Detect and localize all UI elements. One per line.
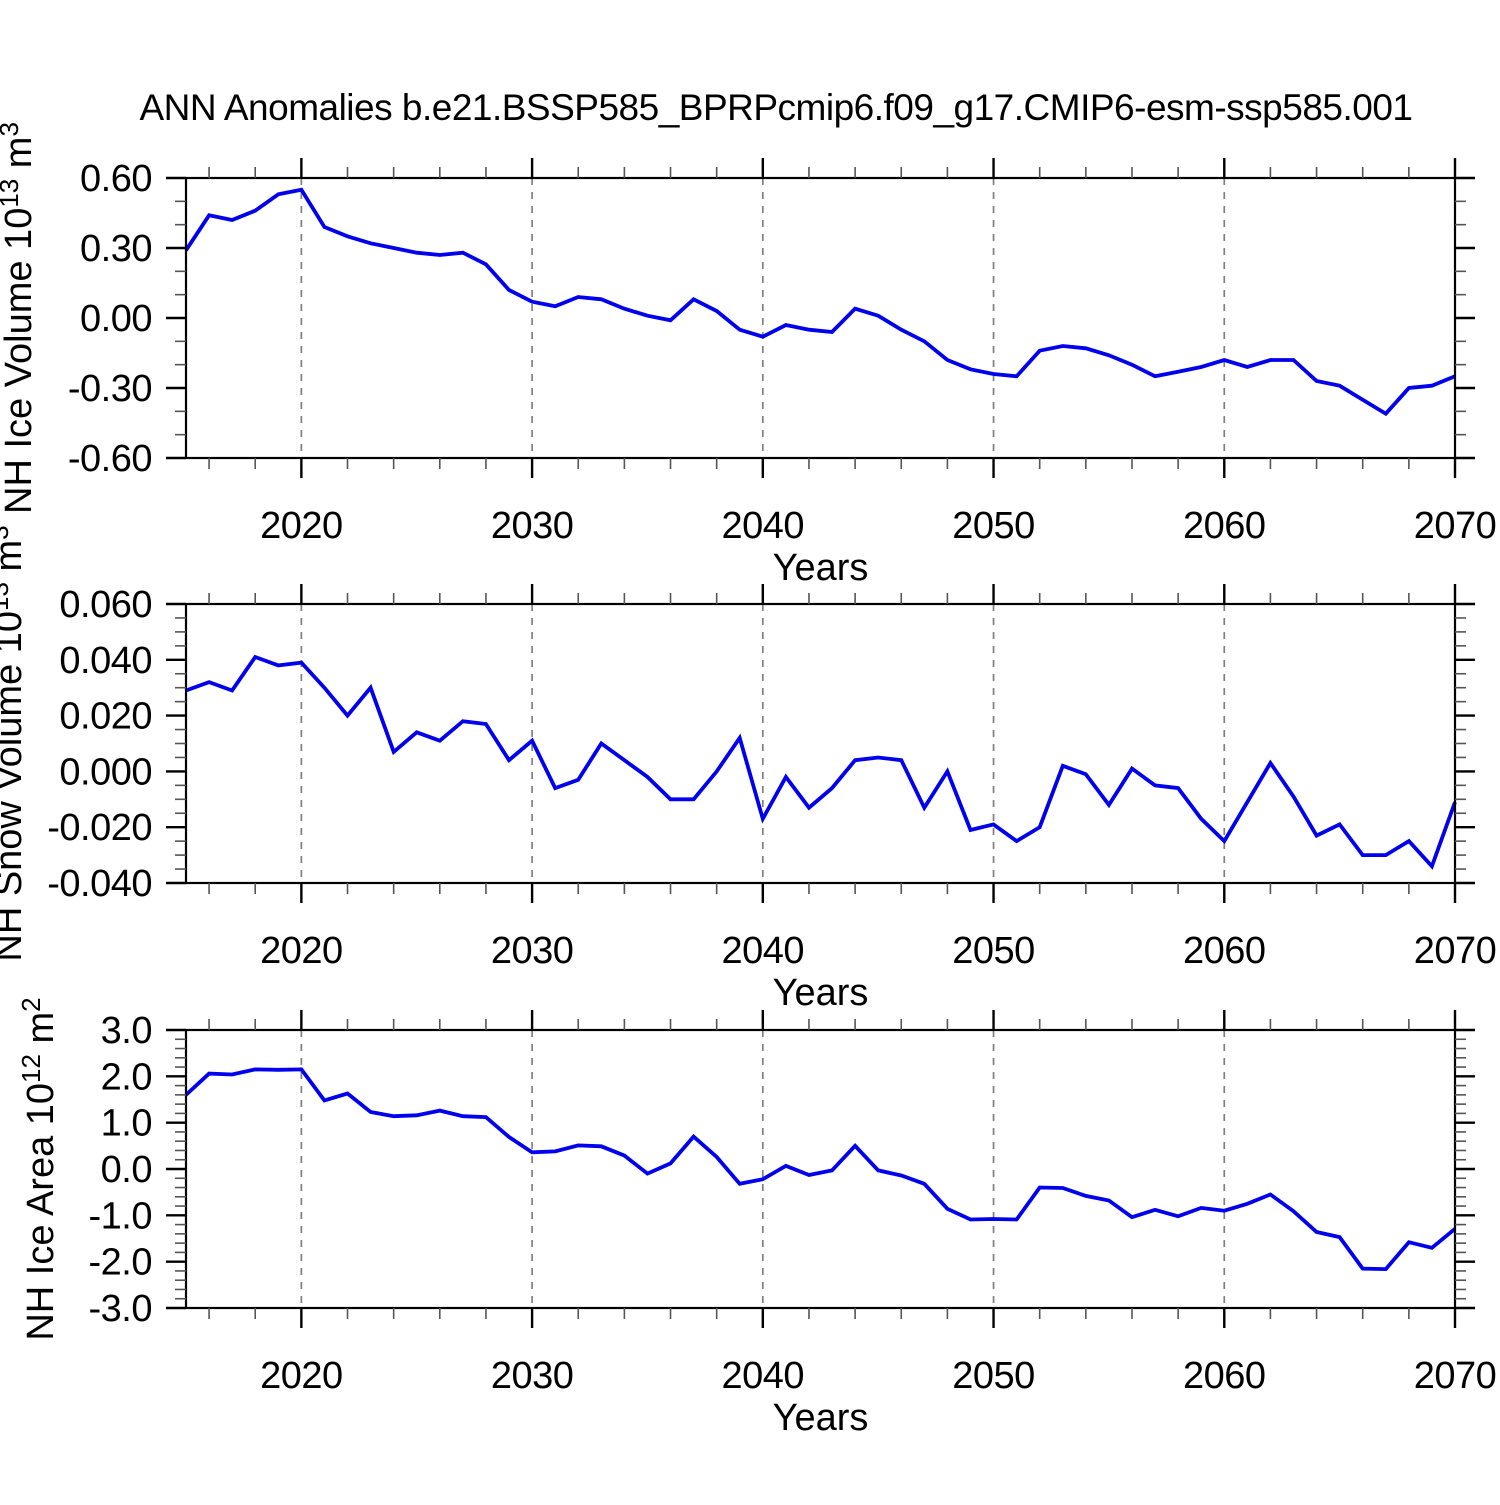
- x-tick-label: 2070: [1414, 505, 1497, 547]
- x-tick-label: 2050: [952, 505, 1035, 547]
- series-line: [184, 1067, 1457, 1272]
- plot-frame: [184, 176, 1457, 460]
- x-tick-label: 2070: [1414, 930, 1497, 972]
- x-tick-label: 2060: [1183, 930, 1266, 972]
- axis-title-y: NH Snow Volume 1013 m3: [0, 525, 30, 961]
- x-tick-label: 2030: [491, 1355, 574, 1397]
- axis-title-y: NH Ice Area 1012 m2: [16, 997, 62, 1340]
- axis-title-y: NH Ice Volume 1013 m3: [0, 122, 40, 514]
- y-tick-label: 1.0: [101, 1103, 152, 1145]
- series-line: [185, 654, 1457, 870]
- axis-title-x: Years: [773, 1397, 869, 1439]
- x-tick-label: 2070: [1414, 1355, 1497, 1397]
- y-tick-label: -0.040: [47, 863, 152, 905]
- x-tick-label: 2040: [722, 1355, 805, 1397]
- x-tick-label: 2030: [491, 930, 574, 972]
- x-tick-label: 2030: [491, 505, 574, 547]
- x-tick-label: 2050: [952, 930, 1035, 972]
- y-tick-label: -0.60: [68, 438, 152, 480]
- figure-title: ANN Anomalies b.e21.BSSP585_BPRPcmip6.f0…: [140, 87, 1413, 128]
- panel-snow-volume: 0.060 0.040 0.020 0.000 -0.020 -0.040 2020 2030…: [0, 525, 1497, 1014]
- y-tick-label: 0.60: [80, 158, 152, 200]
- plot-frame: [184, 1028, 1457, 1310]
- x-tick-label: 2020: [260, 1355, 343, 1397]
- panel-ice-area: 3.02.0 1.00.0-1.0 -2.0-3.0 2020 2030 2040 2050…: [16, 997, 1497, 1439]
- y-tick-label: 0.00: [80, 298, 152, 340]
- x-tick-label: 2050: [952, 1355, 1035, 1397]
- y-tick-label: 0.040: [59, 640, 152, 682]
- y-tick-label: 0.30: [80, 228, 152, 270]
- axis-title-x: Years: [773, 972, 869, 1014]
- x-tick-label: 2020: [260, 505, 343, 547]
- y-tick-label: 3.0: [101, 1010, 152, 1052]
- y-tick-label: -0.30: [68, 368, 152, 410]
- x-tick-label: 2060: [1183, 505, 1266, 547]
- y-tick-label: -2.0: [89, 1242, 152, 1284]
- y-tick-label: 0.000: [59, 751, 152, 793]
- axis-title-x: Years: [773, 547, 869, 589]
- y-tick-label: 2.0: [101, 1056, 152, 1098]
- plot-frame: [184, 602, 1457, 885]
- y-tick-label: -0.020: [47, 807, 152, 849]
- x-tick-label: 2040: [722, 930, 805, 972]
- y-tick-label: -1.0: [89, 1195, 152, 1237]
- y-tick-label: 0.060: [59, 584, 152, 626]
- y-tick-label: -3.0: [89, 1288, 152, 1330]
- x-tick-label: 2020: [260, 930, 343, 972]
- series-line: [184, 187, 1456, 417]
- y-tick-label: 0.020: [59, 696, 152, 738]
- x-tick-label: 2040: [722, 505, 805, 547]
- panel-ice-volume: 0.60 0.30 0.00 -0.30 -0.60 2020 2030 2040 2050 20…: [0, 122, 1497, 589]
- y-tick-label: 0.0: [101, 1149, 152, 1191]
- x-tick-label: 2060: [1183, 1355, 1266, 1397]
